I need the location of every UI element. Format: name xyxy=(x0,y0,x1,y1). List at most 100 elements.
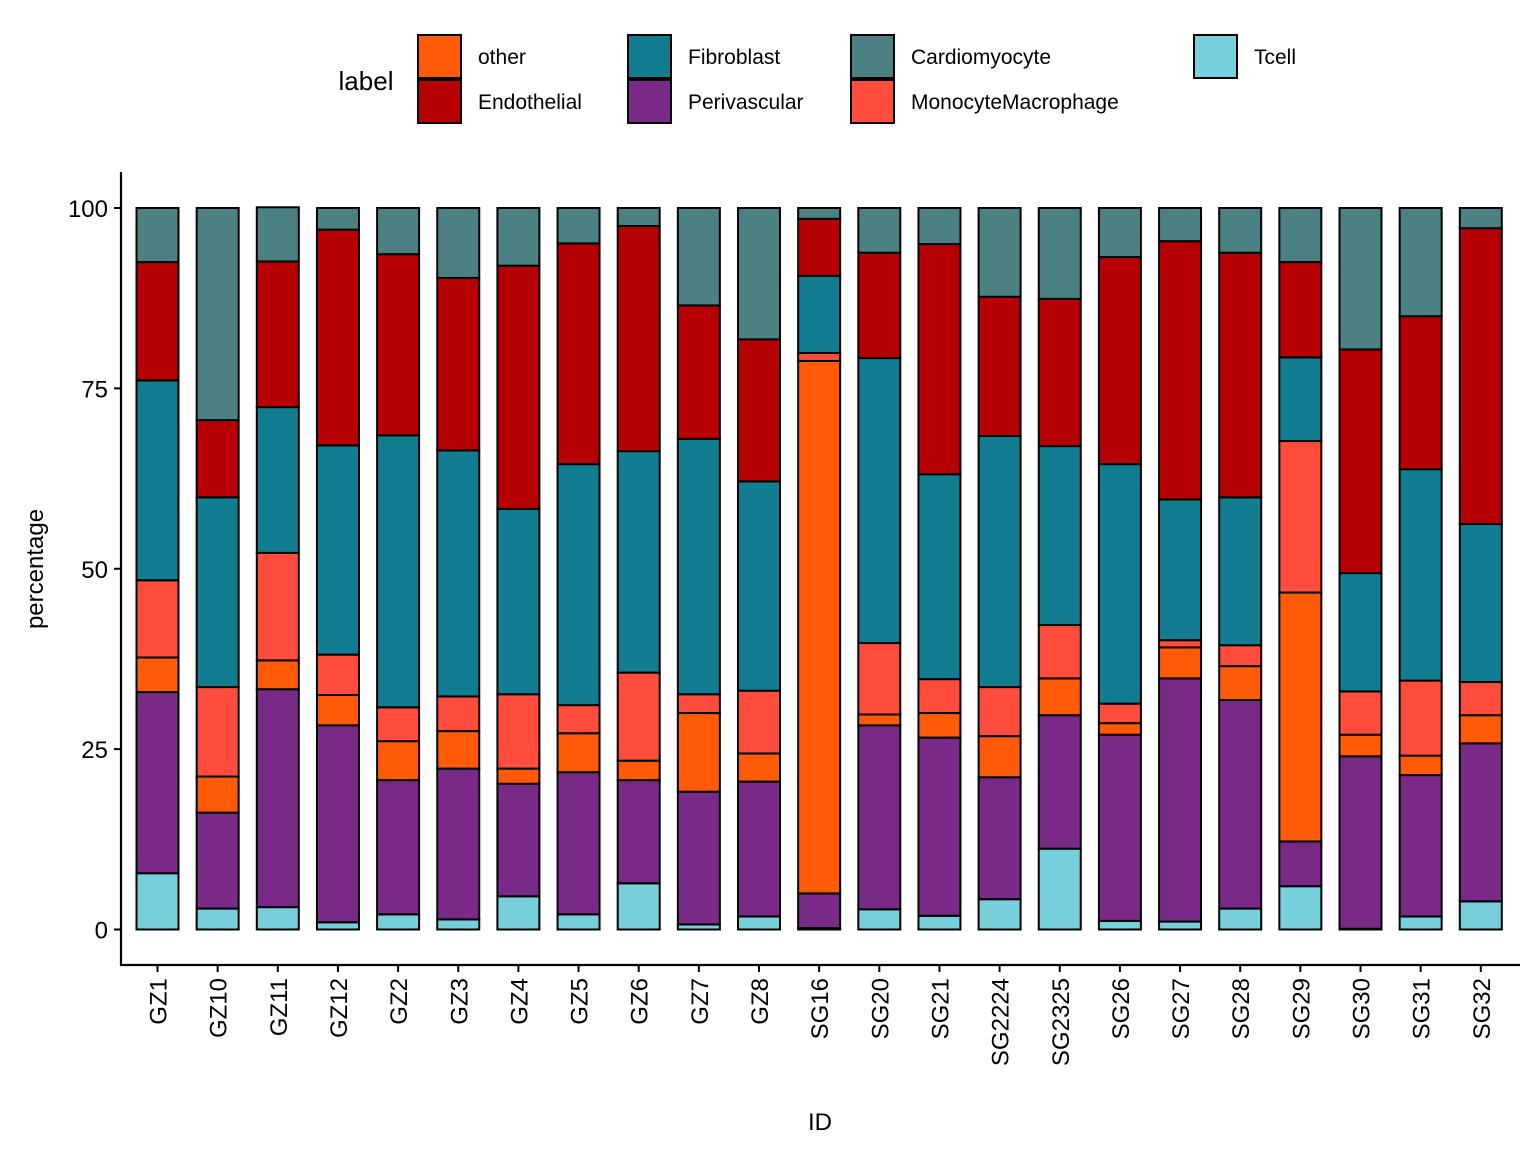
bar-segment-perivascular xyxy=(556,771,601,916)
bar-segment-tcell xyxy=(195,907,240,931)
bar-segment-endothelial xyxy=(556,242,601,466)
legend-label: Fibroblast xyxy=(688,46,780,69)
bar-segment-tcell xyxy=(556,913,601,931)
bar-segment-monocytemacrophage xyxy=(857,642,902,716)
bar-segment-monocytemacrophage xyxy=(1278,440,1323,594)
bar-segment-monocytemacrophage xyxy=(1398,679,1443,757)
bar-segment-endothelial xyxy=(1218,251,1263,499)
axes: 0 25 50 75 100 GZ1 GZ10 GZ11 GZ12 GZ2 GZ3 GZ4 GZ5 GZ… xyxy=(68,172,1520,1066)
bar-segment-other xyxy=(676,712,721,793)
y-tick-label: 100 xyxy=(68,196,108,223)
bar-segment-monocytemacrophage xyxy=(1037,624,1082,680)
bar-segment-cardiomyocyte xyxy=(315,207,360,231)
x-tick-label: SG2325 xyxy=(1048,978,1075,1066)
bar-segment-cardiomyocyte xyxy=(1398,207,1443,318)
bar-segment-other xyxy=(315,694,360,727)
bar-segment-tcell xyxy=(255,906,300,931)
bar-segment-tcell xyxy=(1458,900,1503,931)
x-tick-label: GZ10 xyxy=(206,978,233,1038)
bar-segment-perivascular xyxy=(917,736,962,917)
x-tick-label: SG16 xyxy=(807,978,834,1039)
bar-segment-fibroblast xyxy=(977,434,1022,689)
bar-segment-fibroblast xyxy=(1037,445,1082,627)
x-tick-label: GZ4 xyxy=(506,978,533,1025)
bar-segment-perivascular xyxy=(1338,755,1383,930)
bar-segment-endothelial xyxy=(376,253,421,437)
bar-segment-perivascular xyxy=(1278,840,1323,888)
bar-segment-monocytemacrophage xyxy=(255,551,300,662)
y-tick-label: 50 xyxy=(81,557,108,584)
bar-segment-cardiomyocyte xyxy=(917,207,962,246)
bar-segment-endothelial xyxy=(917,243,962,476)
bar-segment-endothelial xyxy=(255,260,300,409)
bar-segment-cardiomyocyte xyxy=(737,207,781,341)
bar-segment-tcell xyxy=(436,918,481,931)
x-axis-label: ID xyxy=(808,1109,832,1136)
bar-segment-tcell xyxy=(737,915,781,931)
bar-segment-endothelial xyxy=(977,295,1022,437)
legend-swatch-fibroblast xyxy=(627,34,672,79)
bar-segment-other xyxy=(917,712,962,739)
bar-segment-cardiomyocyte xyxy=(496,207,541,267)
bar-segment-monocytemacrophage xyxy=(1097,702,1142,725)
bar-segment-other xyxy=(857,713,902,727)
bar-segment-tcell xyxy=(917,914,962,931)
bar-segment-perivascular xyxy=(436,767,481,921)
bar-segment-endothelial xyxy=(737,338,781,483)
x-tick-label: GZ5 xyxy=(567,978,594,1025)
bar-segment-cardiomyocyte xyxy=(135,207,180,264)
bar-segment-monocytemacrophage xyxy=(556,704,601,735)
bar-segment-tcell xyxy=(1398,915,1443,931)
legend-label: Cardiomyocyte xyxy=(911,46,1051,69)
bar-segment-endothelial xyxy=(496,264,541,510)
bar-segment-cardiomyocyte xyxy=(376,207,421,256)
bar-segment-fibroblast xyxy=(135,379,180,582)
bar-segment-cardiomyocyte xyxy=(857,207,902,254)
bar-segment-perivascular xyxy=(857,724,902,911)
legend-title: label xyxy=(339,66,394,96)
bar-segment-fibroblast xyxy=(1278,356,1323,443)
y-axis-label: percentage xyxy=(22,509,49,629)
bar-segment-other xyxy=(616,759,661,782)
bar-segment-tcell xyxy=(857,908,902,931)
bar-segment-endothelial xyxy=(1037,297,1082,448)
bar-segment-fibroblast xyxy=(1097,463,1142,705)
x-tick-label: SG29 xyxy=(1288,978,1315,1039)
bar-segment-tcell xyxy=(315,921,360,931)
bar-segment-monocytemacrophage xyxy=(977,686,1022,738)
bar-segment-cardiomyocyte xyxy=(797,207,842,220)
bar-segment-perivascular xyxy=(376,779,421,916)
bar-segment-endothelial xyxy=(857,251,902,360)
bar-segment-other xyxy=(1398,754,1443,777)
bar-segment-monocytemacrophage xyxy=(1458,681,1503,717)
x-tick-label: GZ11 xyxy=(266,978,293,1036)
bar-segment-monocytemacrophage xyxy=(496,693,541,770)
bar-segment-perivascular xyxy=(1398,774,1443,918)
bar-segment-tcell xyxy=(1278,885,1323,931)
bar-segment-monocytemacrophage xyxy=(195,686,240,778)
legend-swatch-endothelial xyxy=(417,79,462,124)
bar-segment-endothelial xyxy=(1398,315,1443,471)
bar-segment-fibroblast xyxy=(436,449,481,698)
legend-swatch-cardiomyocyte xyxy=(850,34,895,79)
bar-segment-fibroblast xyxy=(1338,572,1383,693)
bar-segment-perivascular xyxy=(195,811,240,910)
bar-segment-endothelial xyxy=(1158,240,1203,501)
bar-segment-perivascular xyxy=(797,892,842,930)
bar-segment-tcell xyxy=(1037,847,1082,931)
bar-segment-monocytemacrophage xyxy=(135,579,180,659)
bar-segment-endothelial xyxy=(676,304,721,440)
bar-segment-tcell xyxy=(135,872,180,931)
bar-segment-cardiomyocyte xyxy=(1338,207,1383,351)
bar-segment-perivascular xyxy=(1458,742,1503,903)
x-tick-label: GZ1 xyxy=(146,978,173,1025)
x-tick-label: SG30 xyxy=(1349,978,1376,1039)
bar-segment-endothelial xyxy=(135,261,180,382)
bar-segment-cardiomyocyte xyxy=(1458,207,1503,230)
bar-segment-cardiomyocyte xyxy=(977,207,1022,298)
x-tick-label: GZ8 xyxy=(747,978,774,1025)
bar-segment-fibroblast xyxy=(376,434,421,709)
bar-segment-fibroblast xyxy=(496,507,541,696)
legend-label: Perivascular xyxy=(688,91,804,114)
